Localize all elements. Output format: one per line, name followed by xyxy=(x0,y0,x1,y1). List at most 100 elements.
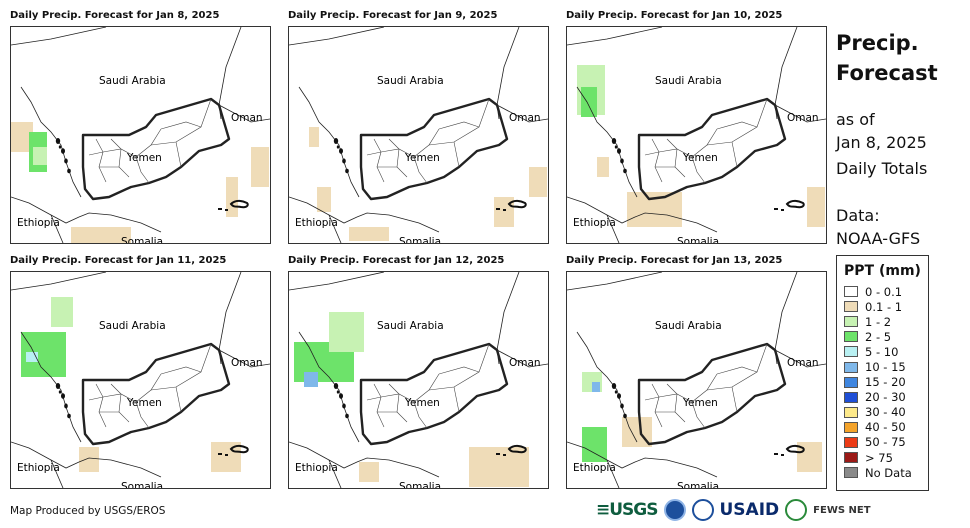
legend-item: 0 - 0.1 xyxy=(844,284,928,299)
legend-label: > 75 xyxy=(865,450,893,465)
precip-patch xyxy=(304,372,318,387)
panel-title: Daily Precip. Forecast for Jan 9, 2025 xyxy=(288,10,498,21)
fews-net-logo: FEWS NET xyxy=(813,504,871,516)
label-yemen: Yemen xyxy=(682,397,718,409)
label-yemen: Yemen xyxy=(404,152,440,164)
label-ethiopia: Ethiopia xyxy=(17,217,60,229)
precip-patch xyxy=(71,227,131,243)
legend-swatch xyxy=(844,331,858,343)
legend-label: 50 - 75 xyxy=(865,435,906,450)
map-canvas: Saudi Arabia Oman Yemen Ethiopia Somalia xyxy=(11,27,270,243)
noaa-logo xyxy=(663,499,686,521)
legend-item: 30 - 40 xyxy=(844,405,928,420)
seal-logo xyxy=(691,499,714,521)
map-canvas: Saudi Arabia Oman Yemen Ethiopia Somalia xyxy=(567,27,826,243)
credit-text: Map Produced by USGS/EROS xyxy=(10,505,166,517)
precip-patch xyxy=(51,297,73,327)
legend-item: 50 - 75 xyxy=(844,435,928,450)
daily-totals-text: Daily Totals xyxy=(836,159,928,178)
precip-patch xyxy=(26,352,38,362)
label-yemen: Yemen xyxy=(682,152,718,164)
precip-patch xyxy=(349,227,389,241)
panel-title: Daily Precip. Forecast for Jan 10, 2025 xyxy=(566,10,783,21)
label-yemen: Yemen xyxy=(126,152,162,164)
legend-swatch xyxy=(844,361,858,373)
map: Saudi Arabia Oman Yemen Ethiopia Somalia xyxy=(10,26,271,244)
precip-patch xyxy=(33,147,47,165)
legend-item: 0.1 - 1 xyxy=(844,299,928,314)
map-canvas: Saudi Arabia Oman Yemen Ethiopia Somalia xyxy=(289,27,548,243)
precip-patch xyxy=(582,427,607,462)
precip-patch xyxy=(317,187,331,212)
legend-item: 1 - 2 xyxy=(844,314,928,329)
label-saudi-arabia: Saudi Arabia xyxy=(377,75,444,87)
label-somalia: Somalia xyxy=(121,481,163,488)
map-canvas: Saudi Arabia Oman Yemen Ethiopia Somalia xyxy=(567,272,826,488)
label-oman: Oman xyxy=(231,112,263,124)
as-of-line1: as of xyxy=(836,110,875,129)
data-label: Data: xyxy=(836,206,880,225)
label-saudi-arabia: Saudi Arabia xyxy=(655,320,722,332)
legend-swatch xyxy=(844,452,858,464)
legend-item: No Data xyxy=(844,465,928,480)
legend-label: 0.1 - 1 xyxy=(865,299,903,314)
precip-patch xyxy=(251,147,269,187)
precip-patch xyxy=(329,312,364,352)
map-canvas: Saudi Arabia Oman Yemen Ethiopia Somalia xyxy=(11,272,270,488)
legend-label: 40 - 50 xyxy=(865,420,906,435)
as-of-text: as of Jan 8, 2025 xyxy=(836,108,927,154)
map-canvas: Saudi Arabia Oman Yemen Ethiopia Somalia xyxy=(289,272,548,488)
label-saudi-arabia: Saudi Arabia xyxy=(99,75,166,87)
legend-item: 2 - 5 xyxy=(844,329,928,344)
legend-label: 5 - 10 xyxy=(865,344,899,359)
legend-label: 1 - 2 xyxy=(865,314,892,329)
label-oman: Oman xyxy=(787,112,819,124)
label-somalia: Somalia xyxy=(399,481,441,488)
label-oman: Oman xyxy=(787,357,819,369)
forecast-panel-jan12: Daily Precip. Forecast for Jan 12, 2025 xyxy=(288,255,549,489)
legend-swatch xyxy=(844,346,858,358)
map: Saudi Arabia Oman Yemen Ethiopia Somalia xyxy=(288,271,549,489)
legend-item: 40 - 50 xyxy=(844,420,928,435)
label-saudi-arabia: Saudi Arabia xyxy=(99,320,166,332)
legend-label: 20 - 30 xyxy=(865,390,906,405)
label-yemen: Yemen xyxy=(126,397,162,409)
legend-swatch xyxy=(844,436,858,448)
data-source: NOAA-GFS xyxy=(836,229,921,248)
label-saudi-arabia: Saudi Arabia xyxy=(655,75,722,87)
precip-patch xyxy=(79,447,99,472)
precip-patch xyxy=(309,127,319,147)
map: Saudi Arabia Oman Yemen Ethiopia Somalia xyxy=(566,271,827,489)
forecast-panel-jan8: Daily Precip. Forecast for Jan 8, 2025 xyxy=(10,10,271,244)
legend-swatch xyxy=(844,286,858,298)
fews-globe-logo xyxy=(785,499,808,521)
label-somalia: Somalia xyxy=(121,236,163,243)
panel-title: Daily Precip. Forecast for Jan 13, 2025 xyxy=(566,255,783,266)
legend-swatch xyxy=(844,421,858,433)
label-somalia: Somalia xyxy=(677,236,719,243)
legend-item: 15 - 20 xyxy=(844,375,928,390)
map: Saudi Arabia Oman Yemen Ethiopia Somalia xyxy=(288,26,549,244)
side-title-line2: Forecast xyxy=(836,61,938,85)
panel-title: Daily Precip. Forecast for Jan 12, 2025 xyxy=(288,255,505,266)
legend-label: 0 - 0.1 xyxy=(865,284,903,299)
label-saudi-arabia: Saudi Arabia xyxy=(377,320,444,332)
precip-patch xyxy=(11,122,33,152)
label-ethiopia: Ethiopia xyxy=(573,217,616,229)
forecast-panel-jan11: Daily Precip. Forecast for Jan 11, 2025 xyxy=(10,255,271,489)
legend-label: 10 - 15 xyxy=(865,360,906,375)
map: Saudi Arabia Oman Yemen Ethiopia Somalia xyxy=(10,271,271,489)
legend-item: 20 - 30 xyxy=(844,390,928,405)
logo-strip: ≡USGS USAID FEWS NET xyxy=(596,499,871,521)
legend-label: 15 - 20 xyxy=(865,375,906,390)
forecast-panel-jan13: Daily Precip. Forecast for Jan 13, 2025 xyxy=(566,255,827,489)
precip-patch xyxy=(581,87,597,117)
legend-label: 2 - 5 xyxy=(865,329,892,344)
legend-label: 30 - 40 xyxy=(865,405,906,420)
label-oman: Oman xyxy=(509,112,541,124)
side-title-line1: Precip. xyxy=(836,31,919,55)
precip-patch xyxy=(807,187,825,227)
legend-label: No Data xyxy=(865,465,912,480)
